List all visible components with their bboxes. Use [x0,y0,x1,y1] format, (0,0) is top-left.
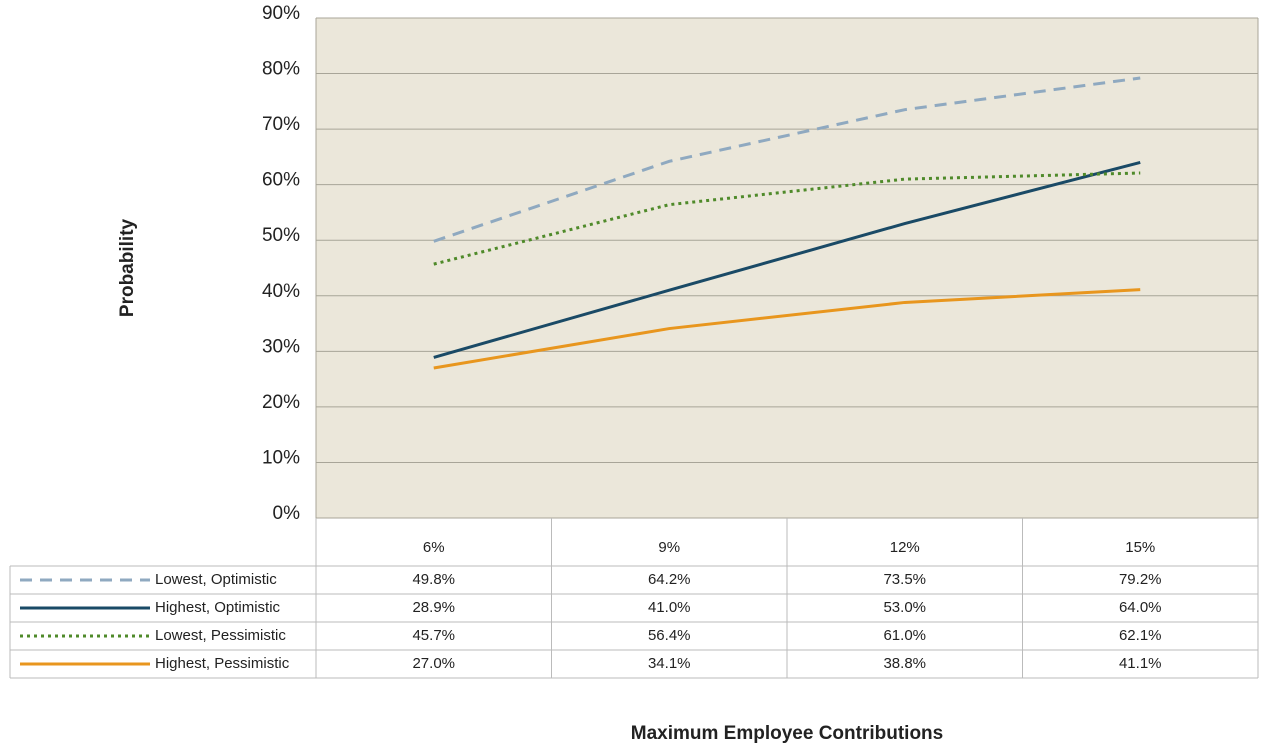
y-tick-label: 10% [262,447,300,468]
series-line [433,288,1141,370]
x-axis-title: Maximum Employee Contributions [631,723,943,744]
data-label: 64.2% [648,571,691,588]
data-label: 28.9% [412,599,455,616]
data-label: 38.8% [883,655,926,672]
x-tick-label: 9% [658,539,680,556]
y-tick-label: 80% [262,59,300,80]
series-line [433,160,1141,359]
y-axis-title: Probability [117,218,138,317]
data-label: 64.0% [1119,599,1162,616]
legend-label: Lowest, Optimistic [155,571,277,588]
data-label: 73.5% [883,571,926,588]
data-label: 41.1% [1119,655,1162,672]
data-label: 62.1% [1119,627,1162,644]
data-label: 41.0% [648,599,691,616]
data-label: 49.8% [412,571,455,588]
legend-label: Highest, Optimistic [155,599,281,616]
series-line [433,171,1141,266]
data-label: 53.0% [883,599,926,616]
data-label: 34.1% [648,655,691,672]
y-tick-label: 60% [262,170,300,191]
y-tick-label: 40% [262,281,300,302]
y-tick-label: 70% [262,114,300,135]
x-tick-label: 15% [1125,539,1155,556]
y-tick-label: 90% [262,3,300,24]
x-tick-label: 12% [890,539,920,556]
data-label: 61.0% [883,627,926,644]
y-tick-label: 30% [262,336,300,357]
y-tick-label: 0% [273,503,301,524]
plot-area [316,18,1258,518]
series-line [433,76,1141,243]
legend-label: Lowest, Pessimistic [155,627,286,644]
legend-label: Highest, Pessimistic [155,655,290,672]
x-tick-label: 6% [423,539,445,556]
data-label: 45.7% [412,627,455,644]
data-label: 27.0% [412,655,455,672]
y-tick-label: 50% [262,225,300,246]
data-label: 79.2% [1119,571,1162,588]
data-label: 56.4% [648,627,691,644]
y-tick-label: 20% [262,392,300,413]
